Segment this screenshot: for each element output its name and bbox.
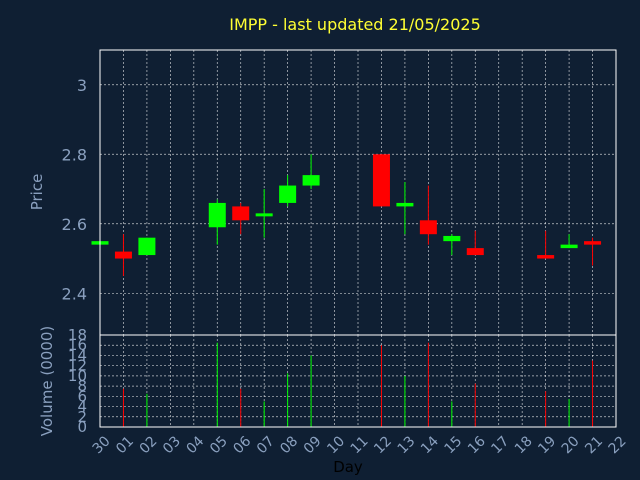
price-tick-label: 2.8 — [62, 145, 87, 164]
x-axis-label: Day — [333, 458, 363, 476]
x-tick-label: 18 — [512, 433, 536, 457]
candle-body — [114, 251, 132, 259]
volume-axis-label: Volume (0000) — [38, 326, 56, 436]
candle-body — [537, 255, 555, 259]
price-tick-label: 3 — [77, 76, 87, 95]
candle-body — [466, 248, 484, 256]
candle-body — [255, 213, 273, 217]
candle-body — [302, 175, 320, 186]
price-panel: 2.4 2.6 2.8 3 — [62, 49, 617, 336]
candle-body — [419, 220, 437, 235]
x-tick-label: 14 — [418, 433, 442, 457]
x-tick-label: 22 — [606, 433, 630, 457]
x-tick-label: 21 — [582, 433, 606, 457]
volume-tick-label: 0 — [77, 418, 87, 436]
x-tick-label: 13 — [395, 433, 419, 457]
x-tick-label: 30 — [90, 433, 114, 457]
x-tick-label: 10 — [324, 433, 348, 457]
candle-body — [208, 202, 226, 228]
candle-body — [560, 244, 578, 249]
x-tick-label: 07 — [254, 433, 278, 457]
volume-tick-label: 8 — [77, 377, 87, 395]
candle-body — [396, 202, 414, 207]
volume-tick-label: 4 — [77, 398, 87, 416]
volume-panel-frame — [99, 334, 617, 428]
candle-body — [443, 235, 461, 242]
x-tick-label: 02 — [137, 433, 161, 457]
volume-tick-label: 18 — [68, 326, 87, 344]
price-tick-label: 2.4 — [62, 284, 87, 303]
x-tick-label: 05 — [207, 433, 231, 457]
volume-tick-label: 14 — [68, 346, 87, 364]
x-tick-label: 06 — [230, 433, 254, 457]
x-tick-label: 04 — [184, 433, 208, 457]
price-tick-label: 2.6 — [62, 215, 87, 234]
x-tick-label: 03 — [160, 433, 184, 457]
volume-tick-label: 16 — [68, 336, 87, 354]
volume-tick-label: 2 — [77, 408, 87, 426]
x-tick-label: 16 — [465, 433, 489, 457]
volume-tick-label: 12 — [68, 357, 87, 375]
candle-body — [584, 241, 602, 245]
price-panel-frame — [99, 49, 617, 336]
x-tick-label: 11 — [348, 433, 372, 457]
x-tick-label: 08 — [277, 433, 301, 457]
x-tick-label: 01 — [113, 433, 137, 457]
x-tick-label: 09 — [301, 433, 325, 457]
volume-tick-label: 10 — [68, 367, 87, 385]
chart-title: IMPP - last updated 21/05/2025 — [229, 15, 481, 34]
x-tick-label: 17 — [488, 433, 512, 457]
x-tick-label: 19 — [535, 433, 559, 457]
candle-body — [232, 206, 250, 221]
x-tick-label: 12 — [371, 433, 395, 457]
price-axis-label: Price — [28, 174, 46, 211]
candle-body — [372, 154, 390, 207]
volume-tick-label: 6 — [77, 387, 87, 405]
candle-body — [138, 237, 156, 256]
x-axis-ticks: 30 01 02 03 04 05 06 07 08 09 10 11 12 13 14 15 16 17 18 19… — [90, 433, 630, 457]
x-tick-label: 20 — [559, 433, 583, 457]
x-tick-label: 15 — [442, 433, 466, 457]
candle-body — [279, 185, 297, 203]
